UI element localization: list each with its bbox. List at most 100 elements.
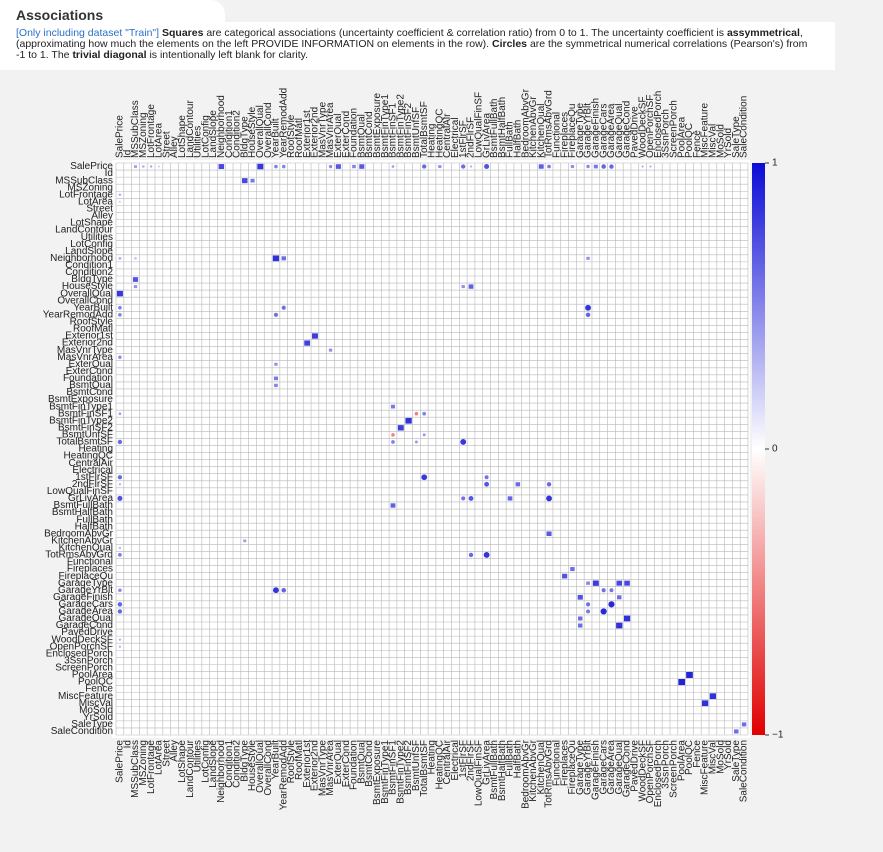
color-bar-label: 1 — [772, 158, 778, 169]
row-label: OverallQual — [60, 288, 113, 299]
description-text: is intentionally left blank for clarity. — [146, 49, 309, 61]
column-label-bottom: ScreenPorch — [669, 740, 680, 798]
column-label-bottom: Electrical — [450, 740, 461, 781]
column-label-bottom: PoolQC — [684, 740, 695, 775]
column-label-bottom: HalfBath — [512, 740, 523, 778]
row-label: BsmtUnfSF — [62, 430, 113, 441]
header-tab — [0, 0, 225, 22]
column-label-top: OverallCond — [263, 102, 274, 158]
column-label-bottom: 2ndFlrSF — [466, 740, 477, 781]
row-label: ExterCond — [66, 366, 113, 377]
column-label-bottom: YearRemodAdd — [278, 740, 289, 810]
correlation-circle — [586, 609, 591, 614]
column-label-top: CentralAir — [442, 113, 453, 158]
row-label: GarageType — [58, 578, 113, 589]
row-label: PoolQC — [78, 677, 113, 688]
column-label-top: BsmtFinSF1 — [388, 103, 399, 158]
description-text: are categorical associations (uncertaint… — [203, 27, 727, 39]
column-label-bottom: BsmtExposure — [372, 740, 383, 805]
row-label: CentralAir — [69, 458, 114, 469]
association-square — [241, 178, 248, 184]
column-label-top: TotRmsAbvGrd — [544, 90, 555, 158]
column-label-bottom: MiscVal — [708, 740, 719, 774]
column-label-bottom: OverallQual — [255, 740, 266, 793]
correlation-circle — [585, 304, 591, 311]
column-label-top: BsmtUnfSF — [411, 107, 422, 158]
title: Associations — [16, 7, 104, 23]
column-label-bottom: BsmtFinSF2 — [403, 740, 414, 795]
column-label-bottom: Exterior1st — [302, 740, 313, 788]
column-label-top: 3SsnPorch — [661, 109, 672, 158]
correlation-circle — [391, 433, 395, 437]
correlation-circle — [414, 411, 419, 416]
column-label-top: TotalBsmtSF — [419, 101, 430, 158]
correlation-circle — [117, 475, 123, 480]
column-label-bottom: MSSubClass — [130, 740, 141, 798]
association-square — [678, 679, 686, 686]
column-label-top: Fireplaces — [559, 112, 570, 158]
correlation-circle — [117, 609, 123, 614]
column-label-bottom: Utilities — [193, 740, 204, 772]
column-label-bottom: LandSlope — [208, 740, 219, 788]
column-label-top: SaleCondition — [739, 96, 750, 158]
column-label-top: OpenPorchSF — [645, 95, 656, 158]
column-label-bottom: Foundation — [349, 740, 360, 790]
association-square — [592, 580, 599, 586]
association-square — [709, 693, 717, 700]
association-square — [593, 164, 598, 169]
correlation-circle — [422, 164, 427, 169]
column-label-top: BsmtFullBath — [489, 99, 500, 158]
association-square — [281, 256, 286, 261]
association-square — [390, 404, 396, 409]
column-label-bottom: HouseStyle — [247, 740, 258, 792]
row-label: LotConfig — [70, 239, 113, 250]
column-label-bottom: LotArea — [154, 740, 165, 775]
correlation-circle — [421, 474, 428, 481]
description-text: , (approximating how much the elements o… — [16, 27, 803, 50]
column-label-top: HouseStyle — [247, 106, 258, 158]
correlation-circle — [328, 164, 333, 169]
correlation-circle — [469, 165, 473, 168]
row-label: BsmtHalfBath — [52, 507, 113, 518]
row-label: GarageFinish — [53, 592, 113, 603]
row-label: PavedDrive — [61, 627, 113, 638]
column-label-bottom: PoolArea — [676, 740, 687, 782]
column-label-top: MasVnrArea — [325, 102, 336, 158]
association-square — [134, 257, 137, 260]
column-label-top: GarageYrBlt — [583, 103, 594, 158]
association-square — [468, 284, 474, 289]
association-square — [578, 616, 583, 621]
column-label-top: GarageType — [575, 103, 586, 158]
row-label: Exterior1st — [65, 331, 113, 342]
column-label-bottom: LotShape — [177, 740, 188, 783]
column-label-top: Heating — [427, 124, 438, 158]
column-label-bottom: BsmtFullBath — [489, 740, 500, 799]
column-label-bottom: YearBuilt — [271, 740, 282, 780]
correlation-circle — [117, 439, 123, 445]
row-label: BsmtFullBath — [54, 500, 113, 511]
correlation-circle — [468, 552, 474, 558]
row-label: MiscVal — [79, 698, 113, 709]
correlation-circle — [118, 412, 122, 416]
column-label-bottom: HeatingQC — [434, 740, 445, 789]
association-square — [274, 362, 278, 366]
association-square — [741, 722, 747, 727]
correlation-circle — [484, 481, 490, 487]
column-label-bottom: GarageCond — [622, 740, 633, 797]
column-label-bottom: RoofStyle — [286, 740, 297, 784]
column-label-bottom: SaleType — [731, 740, 742, 782]
association-square — [438, 165, 442, 169]
column-label-bottom: KitchenAbvGr — [528, 739, 539, 801]
association-square — [616, 580, 623, 586]
association-square — [578, 623, 583, 628]
column-label-top: BsmtExposure — [372, 93, 383, 158]
association-square — [616, 622, 623, 629]
column-label-top: BsmtFinType2 — [395, 94, 406, 158]
correlation-circle — [484, 164, 490, 170]
association-square — [586, 581, 590, 585]
row-label: EnclosedPorch — [46, 648, 113, 659]
column-label-bottom: BsmtFinType1 — [380, 740, 391, 804]
column-label-bottom: LandContour — [185, 739, 196, 797]
column-label-top: GarageArea — [606, 103, 617, 158]
column-label-top: PavedDrive — [630, 106, 641, 158]
